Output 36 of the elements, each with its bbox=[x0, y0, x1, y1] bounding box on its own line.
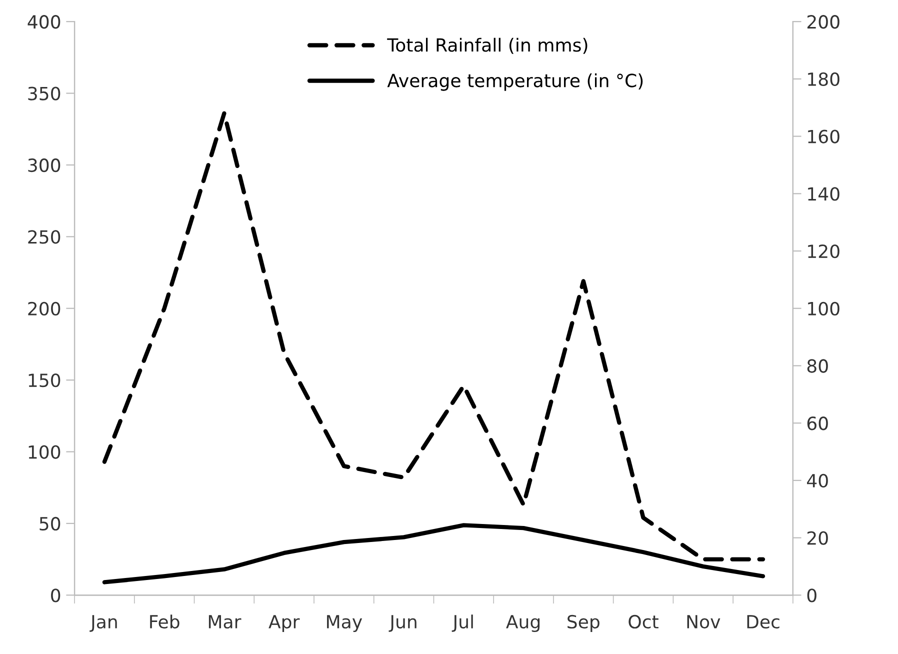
y2-tick-label: 60 bbox=[807, 416, 828, 430]
y2-tick-label: 20 bbox=[807, 531, 828, 545]
x-tick-label: Sep bbox=[568, 614, 600, 632]
y-tick-label: 250 bbox=[28, 230, 60, 244]
y-tick-label: 200 bbox=[28, 302, 60, 316]
line-series bbox=[102, 523, 766, 584]
x-tick-label: Apr bbox=[268, 615, 300, 632]
y2-tick-label: 0 bbox=[807, 588, 816, 602]
y-tick-label: 0 bbox=[51, 588, 60, 602]
y-tick-label: 150 bbox=[28, 374, 60, 388]
y-tick-label: 400 bbox=[28, 15, 60, 29]
x-tick-label: May bbox=[327, 615, 362, 632]
x-tick-label: Jul bbox=[452, 614, 473, 632]
x-tick-label: Nov bbox=[687, 615, 720, 629]
y2-tick-label: 140 bbox=[808, 187, 840, 201]
legend-label: Average temperature (in °C) bbox=[387, 73, 643, 91]
x-tick-label: Mar bbox=[208, 615, 242, 629]
x-tick-label: Jun bbox=[388, 615, 416, 632]
x-tick-label: Jan bbox=[90, 615, 117, 632]
line-series bbox=[102, 111, 766, 562]
legend-label: Total Rainfall (in mms) bbox=[387, 38, 588, 54]
y-tick-label: 300 bbox=[28, 158, 60, 172]
x-tick-label: Aug bbox=[506, 615, 540, 632]
y2-tick-label: 80 bbox=[807, 359, 828, 373]
y2-tick-label: 200 bbox=[807, 15, 840, 29]
x-tick-label: Dec bbox=[747, 615, 780, 629]
y-tick-label: 50 bbox=[40, 516, 60, 531]
y2-tick-label: 160 bbox=[808, 130, 840, 144]
y2-tick-label: 40 bbox=[807, 474, 828, 488]
y2-tick-label: 100 bbox=[808, 302, 840, 316]
y-tick-label: 350 bbox=[28, 86, 60, 100]
y-tick-label: 100 bbox=[28, 445, 60, 459]
y2-tick-label: 180 bbox=[808, 72, 840, 86]
y2-tick-label: 120 bbox=[808, 244, 840, 258]
x-tick-label: Oct bbox=[628, 614, 658, 629]
x-tick-label: Feb bbox=[150, 614, 180, 629]
